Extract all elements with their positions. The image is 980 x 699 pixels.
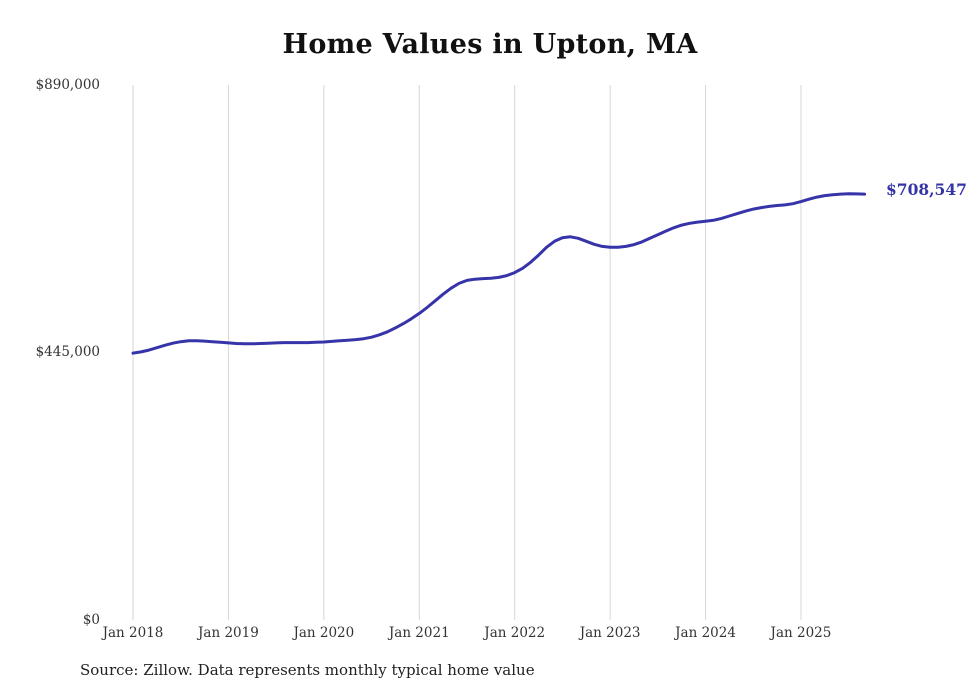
y-axis-tick-label-0: $0	[82, 612, 100, 628]
x-axis-tick-label: Jan 2020	[293, 625, 355, 641]
chart-title: Home Values in Upton, MA	[282, 29, 698, 60]
home-value-series-line	[131, 192, 867, 355]
x-axis-tick-label: Jan 2022	[484, 625, 546, 641]
x-axis-tick-label: Jan 2018	[102, 625, 164, 641]
x-axis-tick-label: Jan 2024	[675, 625, 736, 641]
source-attribution: Source: Zillow. Data represents monthly …	[80, 661, 535, 679]
y-axis-tick-label-890000: $890,000	[35, 77, 100, 93]
y-axis-tick-label-445000: $445,000	[35, 344, 100, 360]
x-axis-tick-label: Jan 2019	[198, 625, 259, 641]
series-end-value-label: $708,547	[886, 180, 967, 199]
x-axis-tick-label: Jan 2021	[388, 625, 450, 641]
x-axis-tick-label: Jan 2025	[770, 625, 832, 641]
x-axis-tick-label: Jan 2023	[579, 625, 641, 641]
